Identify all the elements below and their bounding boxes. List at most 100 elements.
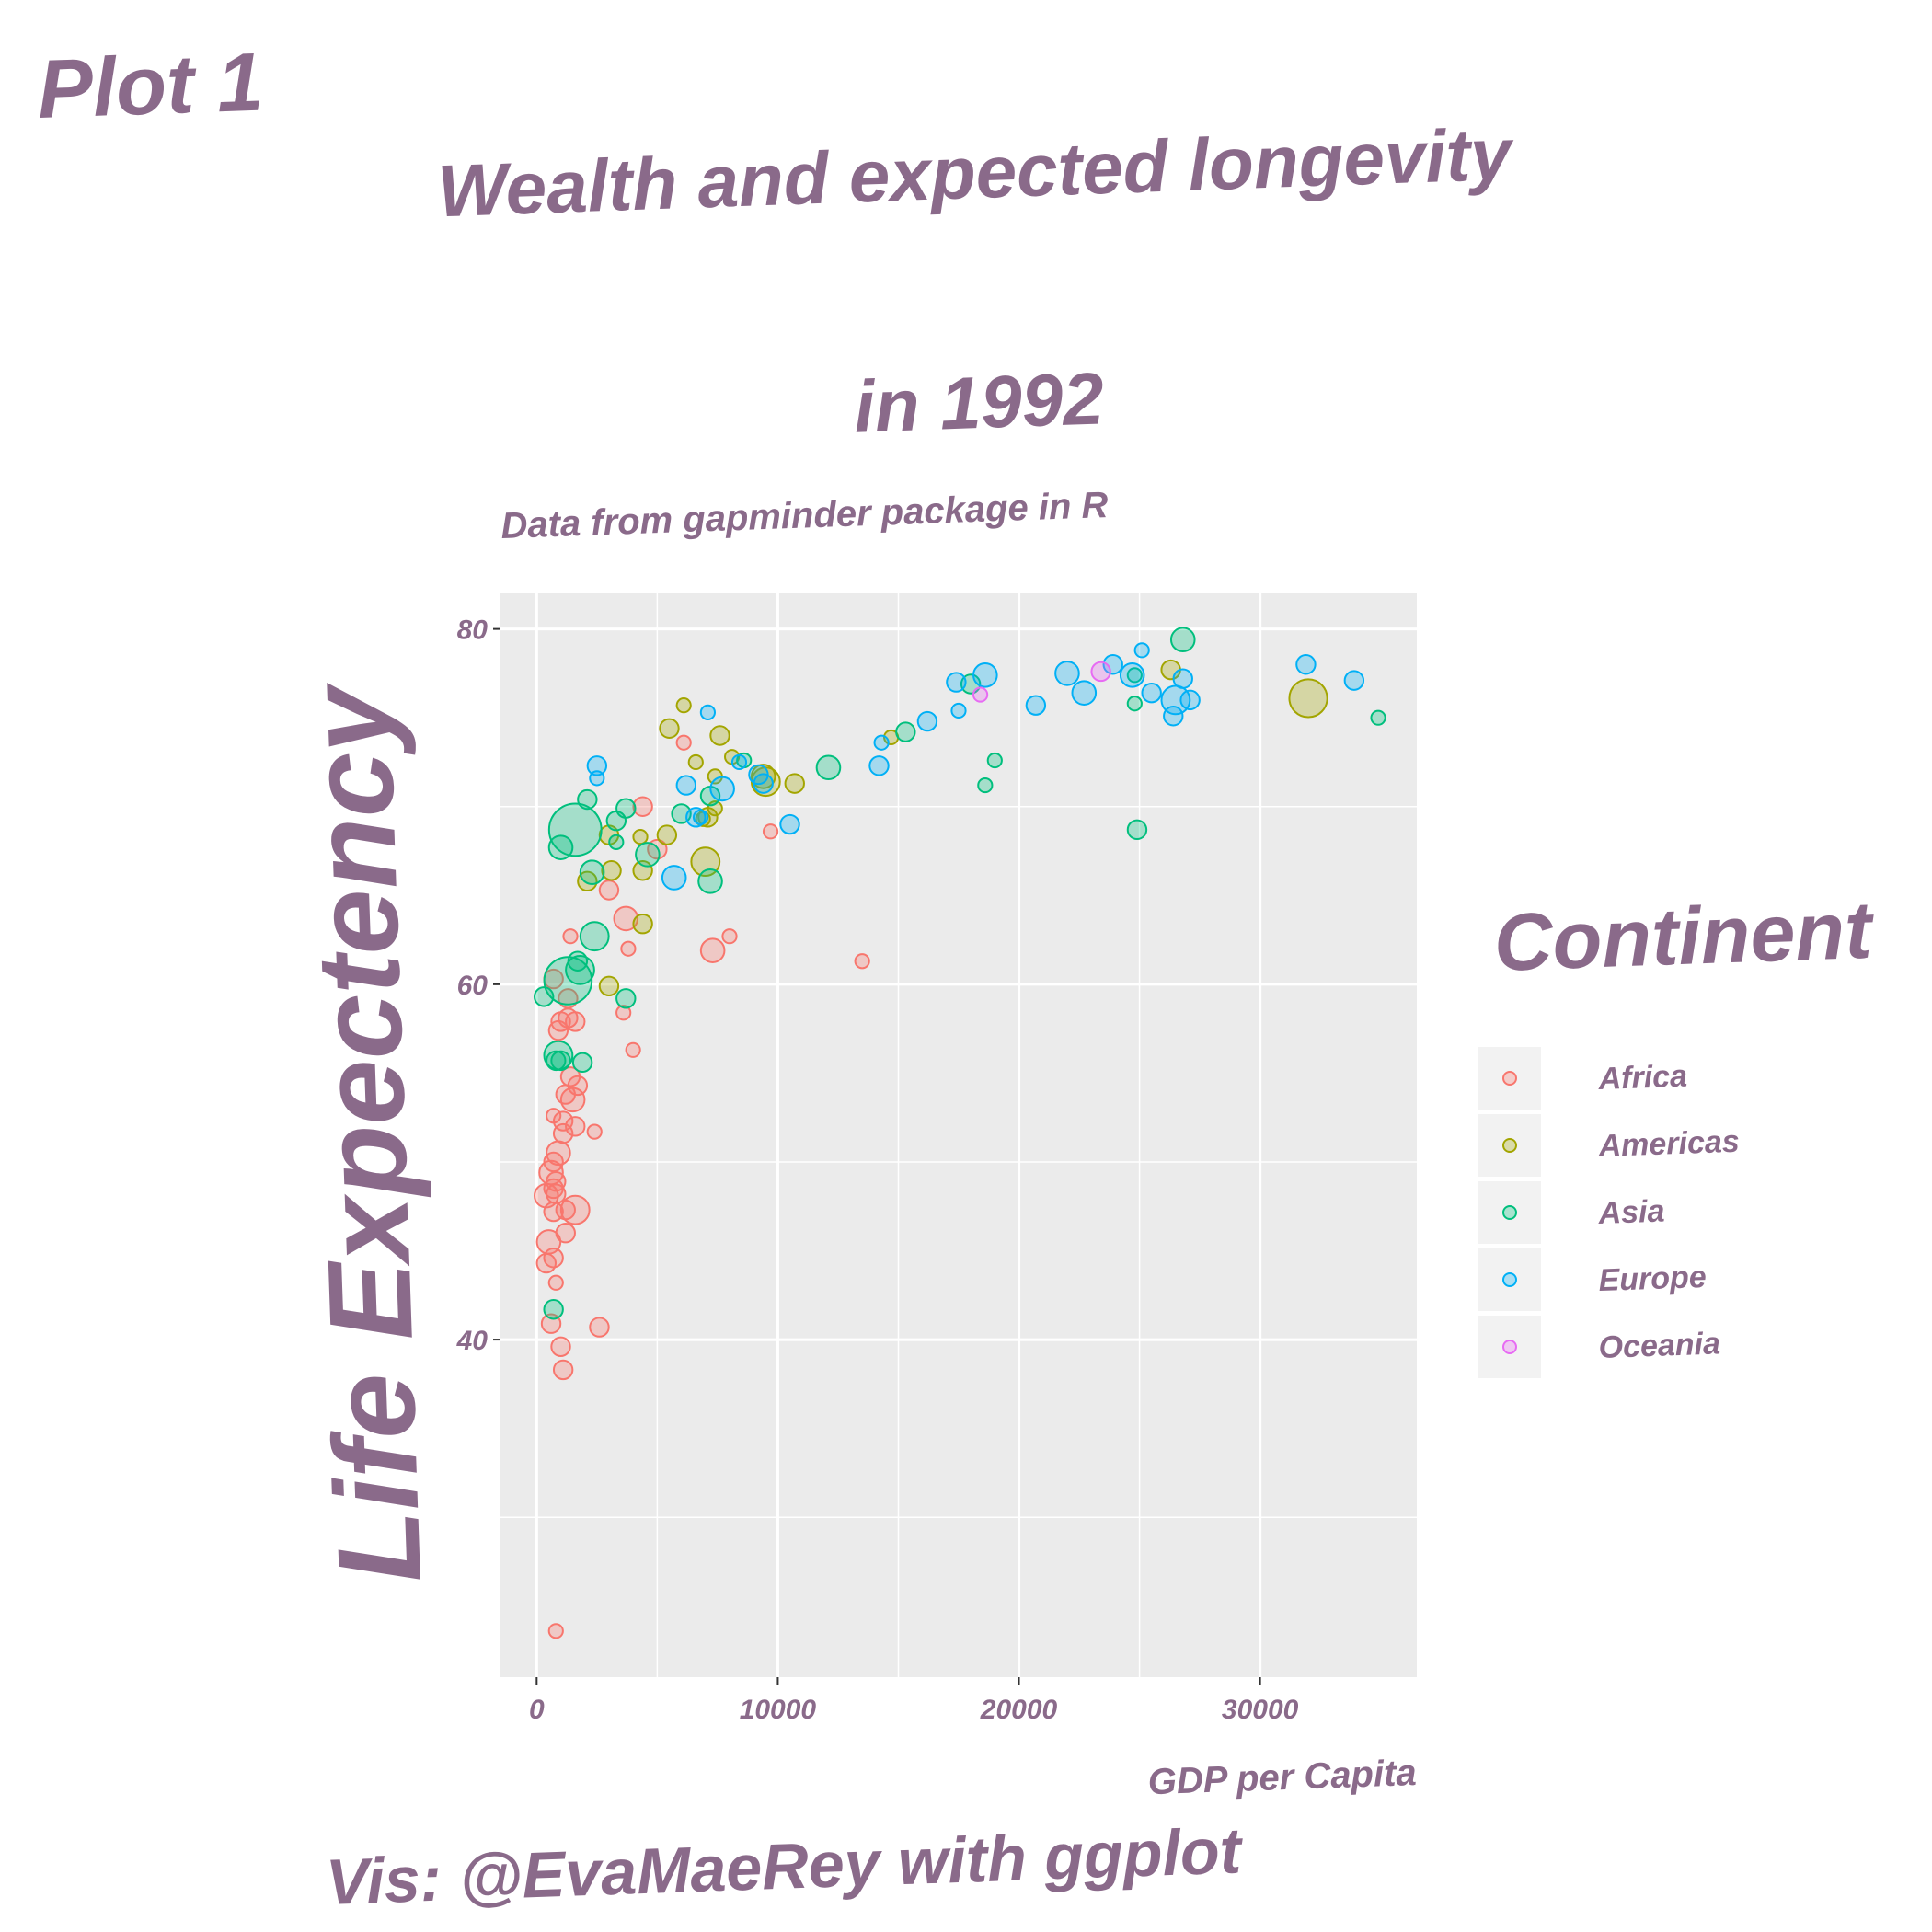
data-point-africa <box>547 1274 564 1291</box>
data-point-africa <box>550 1336 571 1358</box>
data-point-asia <box>533 986 555 1007</box>
data-point-europe <box>753 773 774 794</box>
data-point-asia <box>1126 696 1143 712</box>
data-point-americas <box>687 753 704 771</box>
legend-item-asia: Asia <box>1478 1181 1665 1244</box>
legend-key <box>1478 1047 1541 1110</box>
data-point-africa <box>632 796 653 817</box>
data-point-europe <box>1133 642 1150 659</box>
data-point-asia <box>571 1052 593 1074</box>
data-point-americas <box>675 697 692 714</box>
legend: Africa Americas Asia Europe Oceania <box>1478 1047 1740 1378</box>
legend-label: Europe <box>1598 1259 1707 1298</box>
data-point-asia <box>895 721 916 742</box>
data-point-europe <box>1172 668 1193 689</box>
data-point-americas <box>659 718 680 739</box>
data-point-asia <box>579 921 610 952</box>
data-point-africa <box>589 1317 610 1338</box>
legend-item-africa: Africa <box>1478 1047 1688 1110</box>
points-layer <box>533 627 1386 1639</box>
legend-title: Continent <box>1492 884 1876 988</box>
legend-symbol <box>1502 1138 1517 1153</box>
legend-label: Americas <box>1597 1124 1740 1164</box>
data-point-europe <box>1119 662 1145 688</box>
data-point-europe <box>1343 670 1365 691</box>
data-point-asia <box>605 810 627 832</box>
legend-key <box>1478 1181 1541 1244</box>
data-point-africa <box>559 1194 591 1225</box>
data-point-europe <box>873 734 890 751</box>
data-point-europe <box>972 662 998 688</box>
data-point-americas <box>601 860 622 881</box>
data-point-europe <box>709 776 735 802</box>
data-point-asia <box>1169 627 1196 653</box>
data-point-asia <box>1126 819 1148 841</box>
data-point-africa <box>562 928 579 945</box>
x-tick-label: 20000 <box>980 1695 1058 1725</box>
data-point-americas <box>598 975 620 996</box>
data-point-europe <box>699 704 717 720</box>
data-point-europe <box>586 755 608 776</box>
data-point-europe <box>950 702 967 719</box>
data-point-africa <box>598 880 620 901</box>
x-tick-label: 10000 <box>740 1695 817 1725</box>
data-point-asia <box>635 842 661 868</box>
data-point-africa <box>615 1005 632 1021</box>
data-point-americas <box>656 824 678 845</box>
data-point-africa <box>547 1623 564 1639</box>
plot-tag: Plot 1 <box>36 36 264 135</box>
legend-item-americas: Americas <box>1478 1114 1740 1177</box>
data-point-europe <box>1179 689 1201 711</box>
data-point-asia <box>1126 667 1143 684</box>
data-point-africa <box>620 940 637 957</box>
data-point-asia <box>547 802 603 857</box>
data-point-americas <box>632 828 649 845</box>
data-point-europe <box>685 807 707 828</box>
legend-item-oceania: Oceania <box>1478 1316 1721 1378</box>
data-point-oceania <box>972 686 989 703</box>
data-point-europe <box>1025 695 1047 716</box>
y-tick-label: 40 <box>456 1326 489 1356</box>
data-point-europe <box>692 809 709 825</box>
x-axis-title: GDP per Capita <box>1147 1753 1417 1802</box>
data-point-asia <box>579 859 605 885</box>
legend-symbol <box>1502 1205 1517 1220</box>
caption: Vis: @EvaMaeRey with ggplot <box>325 1814 1245 1918</box>
chart-title-line2: in 1992 <box>853 357 1105 447</box>
data-point-asia <box>697 868 723 894</box>
chart-title-line1: Wealth and expected longevity <box>436 113 1516 233</box>
y-axis: 40 60 80 <box>456 615 500 1356</box>
data-point-africa <box>699 937 726 963</box>
data-point-americas <box>632 913 653 935</box>
data-point-europe <box>1071 680 1098 706</box>
data-point-europe <box>1141 682 1162 704</box>
data-point-asia <box>547 834 574 860</box>
data-point-africa <box>547 1019 569 1041</box>
legend-label: Africa <box>1597 1059 1688 1097</box>
data-point-africa <box>854 953 870 970</box>
data-point-asia <box>1370 709 1386 726</box>
data-point-asia <box>977 776 994 794</box>
data-point-europe <box>1295 654 1317 675</box>
data-point-asia <box>546 1050 567 1072</box>
chart-subtitle: Data from gapminder package in R <box>500 485 1109 546</box>
data-point-americas <box>784 773 805 794</box>
data-point-europe <box>661 865 687 891</box>
data-point-europe <box>675 775 697 796</box>
y-tick-label: 60 <box>457 971 489 1001</box>
legend-symbol <box>1502 1340 1517 1354</box>
legend-key <box>1478 1316 1541 1378</box>
x-tick-label: 30000 <box>1222 1695 1299 1725</box>
legend-label: Oceania <box>1598 1326 1721 1365</box>
legend-symbol <box>1502 1272 1517 1287</box>
data-point-europe <box>779 813 800 835</box>
data-point-asia <box>615 988 637 1009</box>
data-point-europe <box>730 753 748 771</box>
data-point-africa <box>625 1041 641 1058</box>
legend-symbol <box>1502 1071 1517 1086</box>
data-point-europe <box>916 710 938 732</box>
data-point-africa <box>675 734 692 751</box>
legend-label: Asia <box>1597 1194 1665 1232</box>
data-point-americas <box>709 725 730 746</box>
data-point-europe <box>589 770 605 787</box>
